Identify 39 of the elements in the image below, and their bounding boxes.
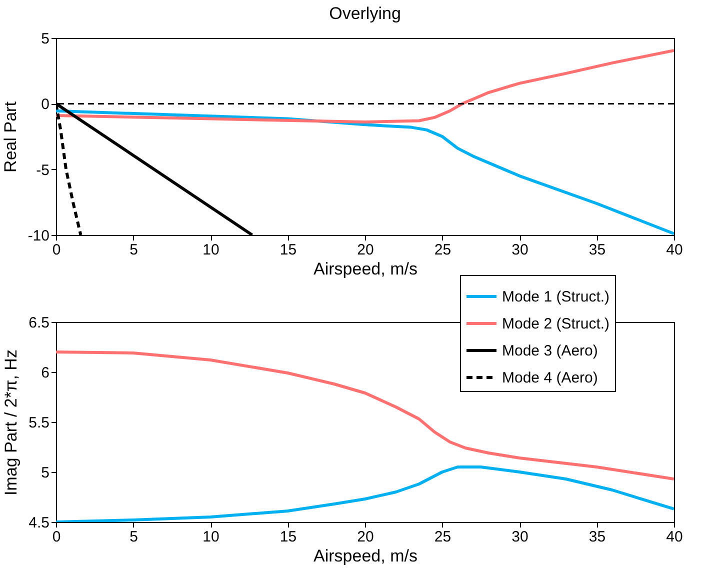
y-tick-label: 6.5 — [28, 314, 50, 332]
line-series — [56, 466, 674, 522]
y-tick-label: 6 — [41, 364, 50, 382]
x-tick-label: 5 — [130, 242, 138, 258]
chart-title: Overlying — [329, 4, 401, 23]
y-axis-title: Imag Part / 2*π, Hz — [2, 350, 21, 496]
legend-label: Mode 3 (Aero) — [502, 342, 598, 360]
legend-label: Mode 1 (Struct.) — [502, 288, 610, 306]
y-tick-label: -5 — [36, 162, 50, 179]
y-tick-label: -10 — [28, 228, 50, 244]
x-tick-label: 20 — [357, 528, 374, 546]
x-tick-label: 10 — [202, 528, 220, 546]
x-tick-label: 25 — [434, 242, 452, 258]
x-tick-label: 25 — [434, 528, 452, 546]
line-series — [56, 109, 674, 235]
x-axis-title: Airspeed, m/s — [314, 546, 418, 566]
x-tick-label: 10 — [202, 242, 220, 258]
y-tick-label: 5 — [41, 464, 50, 482]
x-tick-label: 15 — [280, 242, 297, 258]
x-tick-label: 35 — [588, 242, 606, 258]
x-tick-label: 40 — [666, 528, 683, 546]
x-tick-label: 35 — [588, 528, 606, 546]
y-tick-label: 0 — [41, 96, 50, 114]
x-tick-label: 5 — [130, 528, 138, 546]
x-tick-label: 15 — [280, 528, 297, 546]
y-tick-label: 5 — [41, 30, 50, 48]
y-tick-label: 4.5 — [28, 514, 50, 532]
line-series — [56, 48, 674, 124]
y-axis-title: Real Part — [0, 101, 20, 172]
x-tick-label: 20 — [357, 242, 374, 258]
x-tick-label: 30 — [512, 528, 528, 546]
x-tick-label: 40 — [666, 242, 683, 258]
x-tick-label: 0 — [52, 242, 61, 258]
legend-label: Mode 4 (Aero) — [502, 370, 598, 386]
legend-label: Mode 2 (Struct.) — [502, 316, 610, 332]
x-tick-label: 30 — [512, 242, 528, 258]
x-axis-title: Airspeed, m/s — [314, 260, 418, 278]
x-tick-label: 0 — [52, 528, 61, 546]
y-tick-label: 5.5 — [28, 414, 50, 432]
